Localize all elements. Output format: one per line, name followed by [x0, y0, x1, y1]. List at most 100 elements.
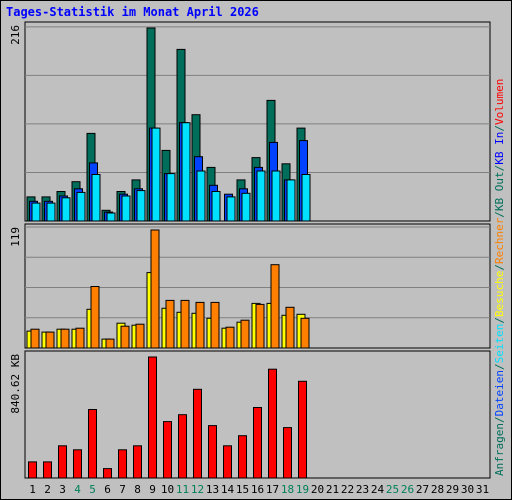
- legend-item-12: KB In: [493, 132, 506, 165]
- bar-seiten-day-17: [271, 170, 281, 222]
- bar-volumen-day-14: [223, 445, 232, 479]
- x-tick-label-day-2: 2: [44, 483, 51, 496]
- x-tick-label-day-7: 7: [119, 483, 126, 496]
- bar-volumen-day-3: [58, 445, 67, 479]
- bar-volumen-day-2: [43, 461, 52, 479]
- bar-volumen-day-8: [133, 445, 142, 479]
- bar-rechner-day-10: [165, 299, 175, 349]
- bar-volumen-day-15: [238, 435, 247, 479]
- bar-volumen-day-5: [88, 409, 97, 479]
- legend-item-6: Besuche: [493, 271, 506, 317]
- legend-item-13: /: [493, 125, 506, 132]
- bar-seiten-day-16: [256, 170, 266, 222]
- legend-item-7: /: [493, 264, 506, 271]
- bar-volumen-day-16: [253, 407, 262, 479]
- x-tick-label-day-18: 18: [281, 483, 294, 496]
- bar-rechner-day-14: [225, 326, 235, 349]
- bar-volumen-day-17: [268, 368, 277, 479]
- x-tick-label-day-23: 23: [356, 483, 369, 496]
- bar-volumen-day-13: [208, 425, 217, 479]
- bar-volumen-day-9: [148, 356, 157, 479]
- x-tick-label-day-3: 3: [59, 483, 66, 496]
- bar-rechner-day-1: [30, 328, 40, 349]
- bar-rechner-day-6: [105, 338, 115, 349]
- x-tick-label-day-12: 12: [191, 483, 204, 496]
- right-legend: Anfragen/Dateien/Seiten/Besuche/Rechner/…: [493, 79, 506, 476]
- x-tick-label-day-19: 19: [296, 483, 309, 496]
- legend-item-3: /: [493, 363, 506, 370]
- bar-seiten-day-6: [106, 212, 116, 222]
- bar-seiten-day-3: [61, 197, 71, 222]
- x-tick-label-day-30: 30: [461, 483, 474, 496]
- bar-rechner-day-15: [240, 319, 250, 349]
- bar-rechner-day-11: [180, 299, 190, 349]
- x-tick-label-day-8: 8: [134, 483, 141, 496]
- bar-rechner-day-19: [300, 317, 310, 349]
- x-tick-label-day-11: 11: [176, 483, 189, 496]
- bar-seiten-day-1: [31, 202, 41, 222]
- bar-volumen-day-19: [298, 380, 307, 479]
- bar-volumen-day-10: [163, 421, 172, 479]
- y-max-label-volume: 840.62 KB: [9, 354, 22, 414]
- bar-rechner-day-12: [195, 301, 205, 349]
- bar-seiten-day-4: [76, 191, 86, 222]
- bar-rechner-day-17: [270, 264, 280, 349]
- legend-item-11: /: [493, 165, 506, 172]
- bar-seiten-day-8: [136, 190, 146, 222]
- legend-item-4: Seiten: [493, 324, 506, 364]
- bar-rechner-day-13: [210, 301, 220, 349]
- x-tick-label-day-22: 22: [341, 483, 354, 496]
- bar-seiten-day-10: [166, 173, 176, 222]
- bar-volumen-day-1: [28, 461, 37, 479]
- bar-rechner-day-5: [90, 286, 100, 349]
- bar-seiten-day-14: [226, 196, 236, 222]
- bar-seiten-day-19: [301, 174, 311, 222]
- bar-seiten-day-13: [211, 191, 221, 222]
- bar-rechner-day-2: [45, 331, 55, 349]
- x-tick-label-day-1: 1: [29, 483, 36, 496]
- bar-seiten-day-2: [46, 202, 56, 222]
- bar-rechner-day-4: [75, 327, 85, 349]
- x-tick-label-day-16: 16: [251, 483, 264, 496]
- legend-item-9: /: [493, 211, 506, 218]
- bar-seiten-day-11: [181, 122, 191, 222]
- legend-item-2: Dateien: [493, 370, 506, 416]
- x-tick-label-day-14: 14: [221, 483, 235, 496]
- x-tick-label-day-17: 17: [266, 483, 279, 496]
- x-tick-label-day-26: 26: [401, 483, 414, 496]
- x-tick-label-day-15: 15: [236, 483, 249, 496]
- x-tick-label-day-10: 10: [161, 483, 174, 496]
- legend-item-10: KB Out: [493, 171, 506, 211]
- x-tick-label-day-29: 29: [446, 483, 459, 496]
- bar-volumen-day-18: [283, 427, 292, 479]
- bar-rechner-day-16: [255, 303, 265, 349]
- x-tick-label-day-9: 9: [149, 483, 156, 496]
- bar-seiten-day-7: [121, 195, 131, 222]
- x-tick-label-day-31: 31: [476, 483, 489, 496]
- bar-seiten-day-12: [196, 170, 206, 222]
- x-tick-label-day-21: 21: [326, 483, 339, 496]
- bar-volumen-day-4: [73, 449, 82, 479]
- bar-rechner-day-18: [285, 306, 295, 349]
- x-tick-label-day-28: 28: [431, 483, 444, 496]
- x-tick-label-day-20: 20: [311, 483, 324, 496]
- x-tick-label-day-27: 27: [416, 483, 429, 496]
- bar-rechner-day-7: [120, 325, 130, 349]
- bar-seiten-day-18: [286, 179, 296, 222]
- bar-volumen-day-6: [103, 468, 112, 479]
- x-tick-label-day-25: 25: [386, 483, 399, 496]
- bar-seiten-day-5: [91, 174, 101, 222]
- x-tick-label-day-6: 6: [104, 483, 111, 496]
- legend-item-5: /: [493, 317, 506, 324]
- legend-item-1: /: [493, 416, 506, 423]
- bar-volumen-day-11: [178, 414, 187, 479]
- chart-title: Tages-Statistik im Monat April 2026: [6, 5, 259, 19]
- x-tick-label-day-4: 4: [74, 483, 81, 496]
- bar-rechner-day-9: [150, 229, 160, 349]
- x-tick-label-day-5: 5: [89, 483, 96, 496]
- x-tick-label-day-13: 13: [206, 483, 219, 496]
- bar-rechner-day-8: [135, 323, 145, 349]
- y-max-label-hits: 216: [9, 25, 22, 45]
- bar-volumen-day-7: [118, 449, 127, 479]
